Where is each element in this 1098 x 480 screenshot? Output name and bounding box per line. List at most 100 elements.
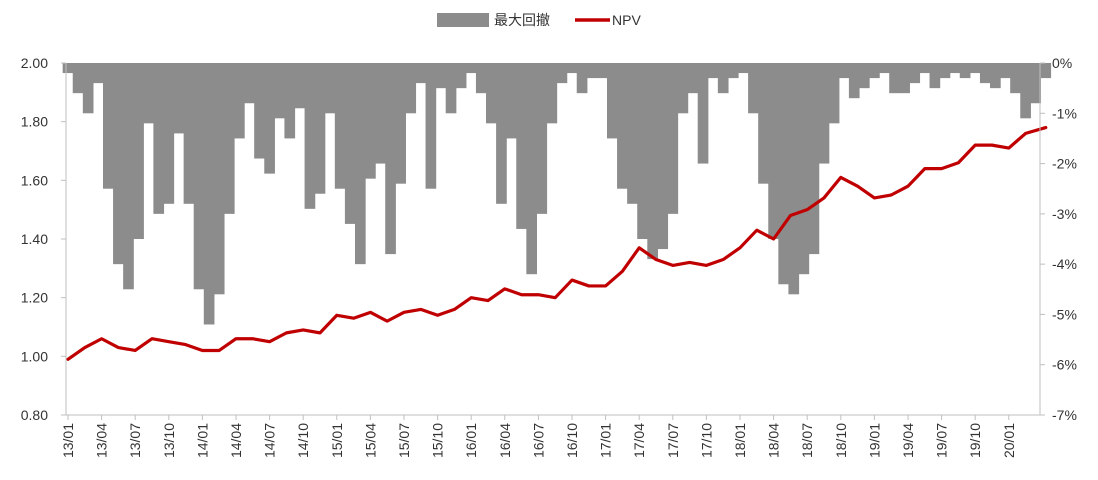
drawdown-bar <box>475 63 487 94</box>
drawdown-bar <box>244 63 255 104</box>
x-tick-label: 18/07 <box>799 423 815 458</box>
drawdown-bar <box>727 63 739 79</box>
x-tick-label: 15/10 <box>430 423 446 458</box>
x-tick-label: 15/01 <box>329 423 345 458</box>
drawdown-bar <box>828 63 840 124</box>
drawdown-bar <box>143 63 154 124</box>
npv-line <box>66 125 1048 361</box>
drawdown-bar <box>869 63 880 79</box>
drawdown-bar <box>899 63 910 94</box>
right-tick-label: -1% <box>1052 105 1077 121</box>
drawdown-bar <box>223 63 235 214</box>
drawdown-bar <box>697 63 709 164</box>
drawdown-bar <box>1000 63 1011 79</box>
x-tick-label: 13/10 <box>161 423 177 458</box>
drawdown-bar <box>1040 63 1052 79</box>
drawdown-area-layer <box>62 63 1052 325</box>
drawdown-bar <box>748 63 759 114</box>
drawdown-bar <box>959 63 971 79</box>
right-axis: 0% -1% -2% -3% -4% -5% -6% -7% <box>1039 55 1077 423</box>
x-tick-label: 14/10 <box>295 423 311 458</box>
drawdown-bar <box>586 63 598 79</box>
left-axis: 0.80 1.00 1.20 1.40 1.60 1.80 2.00 <box>21 55 67 423</box>
drawdown-bar <box>858 63 870 89</box>
legend-swatch-drawdown <box>437 13 489 27</box>
drawdown-bar <box>606 63 618 139</box>
drawdown-bar <box>1030 63 1042 104</box>
left-tick-label: 2.00 <box>21 55 48 71</box>
drawdown-bar <box>304 63 316 209</box>
drawdown-bar <box>92 63 104 84</box>
drawdown-bar <box>990 63 1001 89</box>
drawdown-bar <box>707 63 719 79</box>
drawdown-bar <box>435 63 447 89</box>
drawdown-bar <box>526 63 538 275</box>
x-tick-label: 13/01 <box>60 423 76 458</box>
drawdown-bar <box>486 63 497 124</box>
drawdown-bar <box>889 63 900 94</box>
drawdown-bar <box>627 63 638 204</box>
drawdown-bar <box>163 63 175 204</box>
drawdown-bar <box>344 63 356 224</box>
drawdown-bar <box>979 63 991 84</box>
drawdown-bar <box>314 63 326 194</box>
drawdown-bar <box>445 63 457 114</box>
drawdown-bar <box>768 63 779 239</box>
npv-line-layer <box>66 125 1048 361</box>
left-tick-label: 1.60 <box>21 172 48 188</box>
x-tick-label: 13/04 <box>94 423 110 458</box>
drawdown-bar <box>596 63 608 79</box>
drawdown-bar <box>758 63 769 184</box>
drawdown-bar <box>687 63 699 94</box>
x-tick-label: 19/10 <box>967 423 983 458</box>
drawdown-bar <box>113 63 124 265</box>
drawdown-bar <box>425 63 437 189</box>
drawdown-bar <box>909 63 921 84</box>
drawdown-bar <box>274 63 286 119</box>
drawdown-bar <box>415 63 427 84</box>
drawdown-bar <box>738 63 749 74</box>
x-tick-label: 15/04 <box>362 423 378 458</box>
drawdown-bar <box>82 63 94 114</box>
drawdown-bar <box>617 63 628 189</box>
left-tick-label: 1.20 <box>21 290 48 306</box>
right-tick-label: -5% <box>1052 306 1077 322</box>
drawdown-bar <box>717 63 729 94</box>
drawdown-bar <box>1020 63 1031 119</box>
legend-label-drawdown: 最大回撤 <box>494 12 550 28</box>
drawdown-bar <box>798 63 810 275</box>
left-tick-label: 1.00 <box>21 348 48 364</box>
drawdown-bar <box>879 63 890 74</box>
drawdown-bar <box>778 63 790 285</box>
x-tick-label: 14/07 <box>262 423 278 458</box>
x-tick-label: 13/07 <box>127 423 143 458</box>
drawdown-bar <box>193 63 205 290</box>
drawdown-bar <box>385 63 396 255</box>
x-tick-label: 16/07 <box>530 423 546 458</box>
right-tick-label: 0% <box>1052 55 1072 71</box>
x-tick-label: 17/01 <box>598 423 614 458</box>
drawdown-bar <box>1010 63 1021 94</box>
drawdown-bar <box>667 63 679 214</box>
drawdown-bar <box>647 63 658 260</box>
drawdown-bar <box>354 63 366 265</box>
x-tick-label: 18/10 <box>833 423 849 458</box>
drawdown-bar <box>153 63 165 214</box>
legend: 最大回撤 NPV <box>437 12 641 28</box>
drawdown-bar <box>506 63 517 139</box>
right-tick-label: -7% <box>1052 407 1077 423</box>
drawdown-bar <box>838 63 850 79</box>
drawdown-bar <box>818 63 830 164</box>
drawdown-bar <box>536 63 548 214</box>
drawdown-bar <box>808 63 820 255</box>
left-tick-label: 1.80 <box>21 114 48 130</box>
x-tick-label: 19/01 <box>866 423 882 458</box>
drawdown-bar <box>929 63 941 89</box>
drawdown-bar <box>496 63 507 204</box>
drawdown-bar <box>919 63 931 74</box>
legend-label-npv: NPV <box>612 12 641 28</box>
drawdown-bar <box>465 63 477 74</box>
drawdown-bar <box>455 63 467 89</box>
drawdown-bar <box>657 63 669 250</box>
